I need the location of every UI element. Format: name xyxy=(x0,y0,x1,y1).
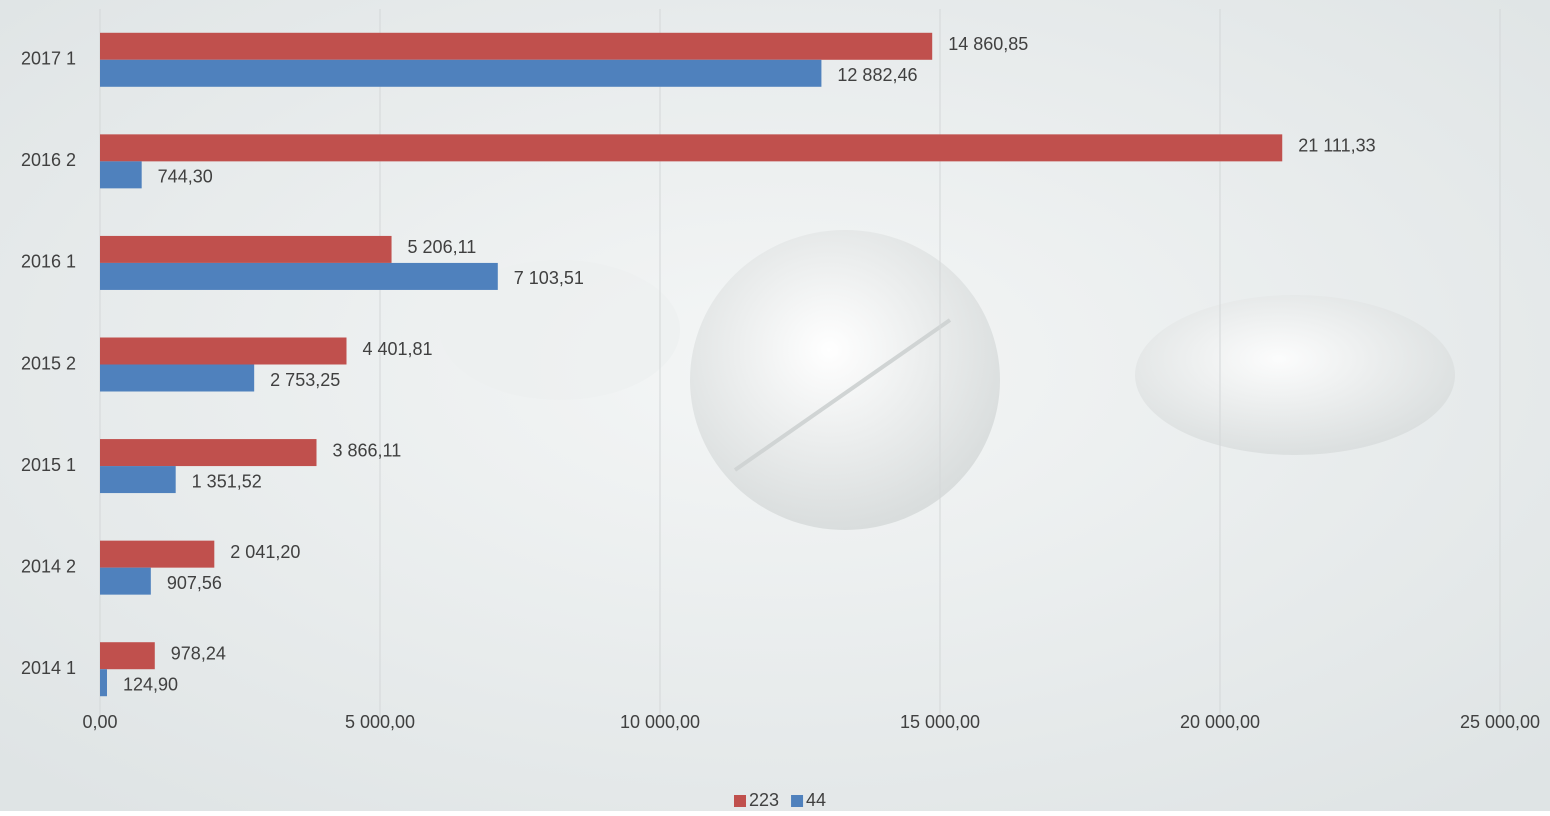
plot: 0,00 5 000,00 10 000,00 15 000,00 20 000,00 2… xyxy=(21,9,1540,810)
value-label: 14 860,85 xyxy=(948,34,1028,54)
decor-pill xyxy=(690,230,1000,530)
bar xyxy=(100,669,107,697)
bar xyxy=(100,161,142,189)
x-tick-label: 0,00 xyxy=(82,712,117,732)
y-tick-label: 2016 2 xyxy=(21,150,76,170)
x-tick-label: 10 000,00 xyxy=(620,712,700,732)
bar xyxy=(100,262,498,290)
x-tick-label: 25 000,00 xyxy=(1460,712,1540,732)
value-label: 3 866,11 xyxy=(333,440,402,460)
y-tick-label: 2016 1 xyxy=(21,252,76,272)
value-label: 907,56 xyxy=(167,573,222,593)
value-label: 744,30 xyxy=(158,167,213,187)
value-label: 124,90 xyxy=(123,674,178,694)
bar xyxy=(100,642,155,670)
y-tick-label: 2017 1 xyxy=(21,49,76,69)
decor-pill xyxy=(440,260,680,400)
value-label: 1 351,52 xyxy=(192,471,262,491)
x-tick-label: 5 000,00 xyxy=(345,712,415,732)
y-tick-label: 2014 1 xyxy=(21,658,76,678)
bar xyxy=(100,439,317,467)
x-tick-label: 15 000,00 xyxy=(900,712,980,732)
value-label: 12 882,46 xyxy=(837,65,917,85)
bar xyxy=(100,134,1283,162)
value-label: 2 753,25 xyxy=(270,370,340,390)
y-tick-label: 2014 2 xyxy=(21,556,76,576)
x-tick-label: 20 000,00 xyxy=(1180,712,1260,732)
bar xyxy=(100,235,392,263)
y-tick-label: 2015 2 xyxy=(21,353,76,373)
bar xyxy=(100,567,151,595)
value-label: 978,24 xyxy=(171,643,226,663)
value-label: 4 401,81 xyxy=(363,339,433,359)
bar xyxy=(100,337,347,365)
legend-label: 44 xyxy=(806,790,826,810)
bar xyxy=(100,466,176,494)
value-label: 5 206,11 xyxy=(408,237,477,257)
value-label: 7 103,51 xyxy=(514,268,584,288)
bar xyxy=(100,540,215,568)
legend-swatch xyxy=(791,795,804,807)
value-label: 21 111,33 xyxy=(1298,136,1375,156)
bar xyxy=(100,364,255,392)
bar xyxy=(100,32,933,60)
bar xyxy=(100,59,822,87)
legend-label: 223 xyxy=(749,790,779,810)
decor-pill xyxy=(1135,295,1455,455)
y-tick-label: 2015 1 xyxy=(21,455,76,475)
legend-swatch xyxy=(734,795,746,807)
value-label: 2 041,20 xyxy=(230,542,300,562)
decor-pill-groove xyxy=(733,318,952,472)
